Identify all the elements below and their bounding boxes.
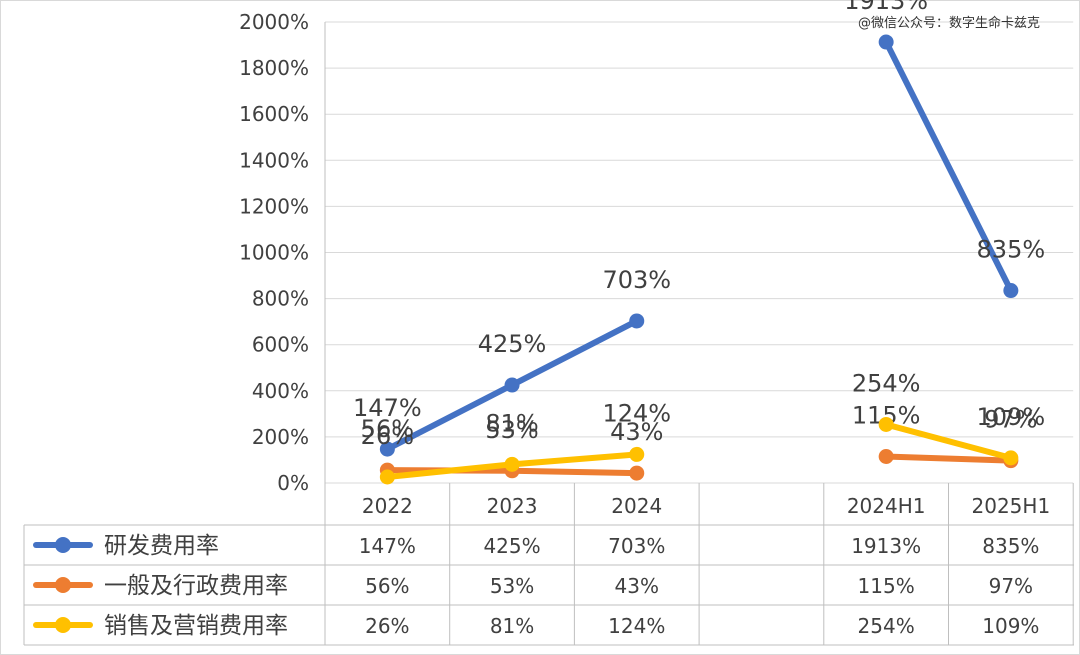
series-line-2 (883, 421, 1014, 461)
series-2-data-label-0: 26% (361, 422, 414, 450)
table-cell-2-4: 254% (858, 614, 915, 638)
table-cell-2-1: 81% (490, 614, 534, 638)
x-tick-label-4: 2024H1 (847, 494, 926, 518)
table-cell-2-0: 26% (365, 614, 409, 638)
series-0-data-label-2: 703% (602, 266, 671, 294)
series-1-data-label-0: 56% (361, 415, 414, 443)
y-tick-label-1: 200% (252, 425, 309, 449)
legend-key-marker-2 (55, 617, 71, 633)
y-tick-label-10: 2000% (239, 10, 309, 34)
table-cell-0-1: 425% (483, 534, 540, 558)
x-tick-label-5: 2025H1 (972, 494, 1051, 518)
series-1-data-label-1: 53% (485, 416, 538, 444)
series-2-point-2 (629, 446, 645, 462)
table-cell-2-5: 109% (982, 614, 1039, 638)
legend-label-2: 销售及营销费用率 (104, 613, 288, 639)
series-2-point-4 (878, 416, 894, 432)
legend-label-1: 一般及行政费用率 (104, 573, 288, 599)
series-0-point-0 (379, 441, 395, 457)
table-cell-1-1: 53% (490, 574, 534, 598)
series-1-point-4 (878, 448, 894, 464)
table-cell-2-2: 124% (608, 614, 665, 638)
series-2-point-5 (1003, 450, 1019, 466)
series-2-data-label-2: 124% (602, 399, 671, 427)
y-tick-label-0: 0% (277, 471, 309, 495)
y-tick-label-5: 1000% (239, 241, 309, 265)
y-tick-label-6: 1200% (239, 194, 309, 218)
series-0-data-label-0: 147% (353, 394, 422, 422)
y-tick-label-2: 400% (252, 379, 309, 403)
legend-key-marker-0 (55, 537, 71, 553)
series-2-point-1 (504, 456, 520, 472)
table-cell-1-0: 56% (365, 574, 409, 598)
x-tick-label-1: 2023 (487, 494, 538, 518)
y-tick-label-9: 1800% (239, 56, 309, 80)
series-0-data-label-1: 425% (478, 330, 547, 358)
x-tick-label-0: 2022 (362, 494, 413, 518)
table-cell-0-4: 1913% (851, 534, 921, 558)
legend-key-marker-1 (55, 577, 71, 593)
series-0-point-2 (629, 313, 645, 329)
legend-label-0: 研发费用率 (104, 533, 219, 559)
series-0-data-label-4: 1913% (844, 0, 928, 15)
series-0-point-5 (1003, 283, 1019, 299)
y-tick-label-7: 1400% (239, 148, 309, 172)
y-tick-label-3: 600% (252, 333, 309, 357)
table-cell-0-0: 147% (359, 534, 416, 558)
series-2-data-label-4: 254% (852, 369, 921, 397)
series-line-0 (883, 39, 1014, 294)
table-cell-0-2: 703% (608, 534, 665, 558)
series-1-data-label-2: 43% (610, 418, 663, 446)
series-0-data-label-5: 835% (977, 236, 1046, 264)
table-cell-1-4: 115% (858, 574, 915, 598)
series-2-data-label-1: 81% (485, 409, 538, 437)
x-tick-label-2: 2024 (611, 494, 662, 518)
series-0-point-4 (878, 34, 894, 50)
series-2-data-label-5: 109% (977, 403, 1046, 431)
series-line-1 (883, 453, 1014, 464)
table-cell-1-5: 97% (989, 574, 1033, 598)
series-0-point-1 (504, 377, 520, 393)
table-cell-0-5: 835% (982, 534, 1039, 558)
series-1-data-label-5: 97% (984, 406, 1037, 434)
series-1-point-2 (629, 465, 645, 481)
series-2-point-0 (379, 469, 395, 485)
y-tick-label-8: 1600% (239, 102, 309, 126)
table-cell-1-2: 43% (615, 574, 659, 598)
y-tick-label-4: 800% (252, 287, 309, 311)
watermark: @微信公众号：数字生命卡兹克 (858, 16, 1041, 31)
